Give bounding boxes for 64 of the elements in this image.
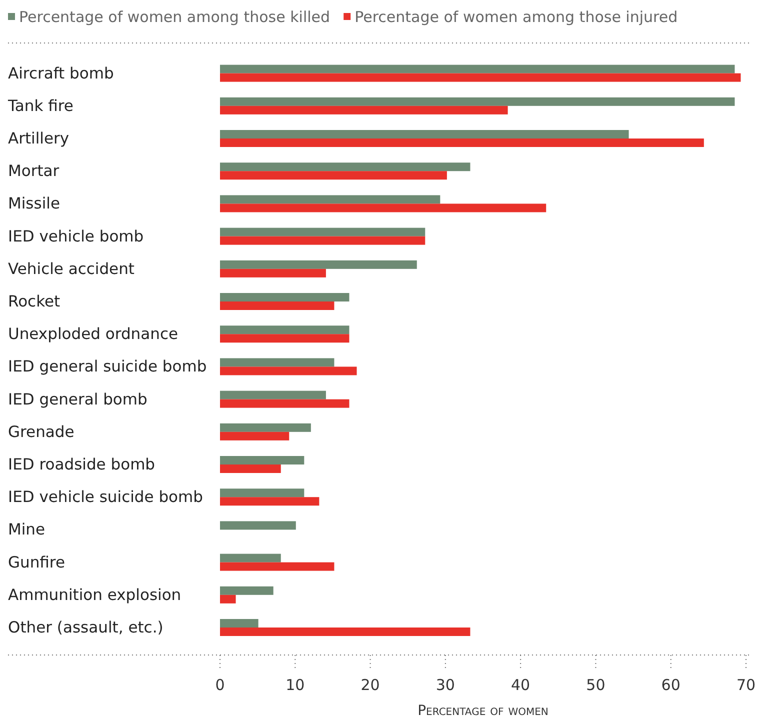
bar <box>220 236 426 245</box>
x-axis-title: Percentage of women <box>418 703 548 719</box>
bar <box>220 390 326 400</box>
bar <box>220 326 350 334</box>
y-tick-label: Unexploded ordnance <box>8 325 178 344</box>
bar <box>220 97 735 106</box>
y-tick-label: Artillery <box>8 130 70 148</box>
bar <box>220 399 350 408</box>
bar <box>220 423 311 432</box>
bar <box>220 619 258 628</box>
bar <box>220 195 440 204</box>
bar <box>220 594 236 604</box>
y-tick-label: Aircraft bomb <box>8 64 114 82</box>
bar <box>220 554 281 562</box>
x-tick-label: 40 <box>511 676 530 694</box>
bar <box>220 171 447 180</box>
x-tick-label: 60 <box>661 676 680 694</box>
y-tick-label: Rocket <box>8 292 60 310</box>
y-tick-label: Tank fire <box>7 96 74 115</box>
bar <box>220 521 296 530</box>
x-tick-label: 50 <box>586 676 606 694</box>
y-tick-label: Grenade <box>8 422 74 441</box>
bar <box>220 64 735 74</box>
bar <box>220 628 470 636</box>
bar <box>220 334 350 343</box>
bar <box>220 106 508 114</box>
bar <box>220 204 546 212</box>
legend-label: Percentage of women among those injured <box>354 8 678 26</box>
bar <box>220 228 426 236</box>
y-tick-label: IED general bomb <box>8 390 148 408</box>
y-tick-label: Mortar <box>8 162 60 180</box>
bar <box>220 464 281 473</box>
y-tick-label: IED roadside bomb <box>8 456 156 474</box>
x-tick-label: 10 <box>286 676 305 694</box>
legend-label: Percentage of women among those killed <box>19 8 330 26</box>
bar <box>220 73 741 82</box>
x-tick-label: 0 <box>215 676 225 694</box>
bar <box>220 138 704 147</box>
bar <box>220 456 304 464</box>
y-tick-label: Vehicle accident <box>8 260 134 278</box>
y-tick-label: IED vehicle bomb <box>8 227 144 246</box>
y-tick-label: Gunfire <box>8 553 65 572</box>
bar <box>220 130 629 138</box>
y-tick-label: Mine <box>8 520 46 539</box>
y-tick-label: IED vehicle suicide bomb <box>8 488 203 506</box>
bar <box>220 586 274 595</box>
y-tick-label: IED general suicide bomb <box>8 358 207 376</box>
bar <box>220 162 470 172</box>
y-tick-label: Missile <box>8 194 60 213</box>
bar <box>220 366 357 376</box>
bar <box>220 302 334 310</box>
x-tick-label: 30 <box>436 676 455 694</box>
bar <box>220 497 320 506</box>
bar <box>220 562 334 571</box>
bar <box>220 293 350 302</box>
bar <box>220 268 326 278</box>
y-tick-label: Other (assault, etc.) <box>8 618 164 636</box>
x-tick-label: 20 <box>360 676 380 694</box>
x-tick-label: 70 <box>736 676 756 694</box>
bar <box>220 488 304 498</box>
bar <box>220 260 417 269</box>
y-tick-label: Ammunition explosion <box>8 586 182 604</box>
bar <box>220 358 334 367</box>
bar <box>220 432 290 440</box>
